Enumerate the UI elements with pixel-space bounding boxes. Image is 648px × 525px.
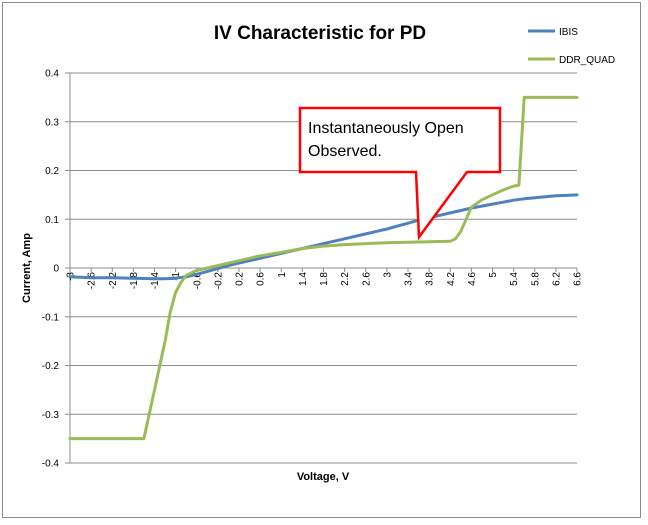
x-tick-label: 5.4 <box>509 272 520 286</box>
legend-label-ddr-quad: DDR_QUAD <box>559 55 615 66</box>
y-axis-title: Current, Amp <box>21 233 33 303</box>
x-tick-label: 2.6 <box>361 272 372 286</box>
x-tick-labels: -3 -2.6 -2.2 -1.8 -1.4 -1 -0.6 -0.2 0.2 0.6 1 1.4 1.… <box>66 268 584 289</box>
legend: IBIS DDR_QUAD <box>528 27 615 66</box>
annotation-callout-box <box>298 106 502 241</box>
y-tick-labels: -0.4 -0.3 -0.2 -0.1 0 0.1 0.2 0.3 0.4 <box>42 69 60 470</box>
x-tick-label: -0.2 <box>213 272 224 290</box>
x-tick-label: 5 <box>488 272 499 278</box>
chart-title: IV Characteristic for PD <box>214 23 426 44</box>
y-tick-label: 0.3 <box>45 117 59 128</box>
x-tick-label: -1.8 <box>129 272 140 290</box>
x-tick-label: 4.6 <box>467 272 478 286</box>
x-tick-label: -1.4 <box>150 272 161 290</box>
y-tick-label: -0.4 <box>42 459 60 470</box>
x-tick-label: 0.6 <box>256 272 267 286</box>
x-tick-label: 3 <box>382 272 393 278</box>
chart-frame <box>2 2 641 518</box>
x-tick-label: -2.6 <box>87 272 98 290</box>
y-tick-label: -0.3 <box>42 410 60 421</box>
series-line-ibis <box>68 193 579 281</box>
x-tick-label: 0.2 <box>235 272 246 286</box>
legend-label-ibis: IBIS <box>559 27 578 38</box>
plot-lines <box>68 95 579 441</box>
y-tick-label: 0.1 <box>45 215 59 226</box>
x-tick-label: -2.2 <box>108 272 119 290</box>
y-tick-label: 0 <box>53 264 59 275</box>
x-tick-label: 3.8 <box>425 272 436 286</box>
x-tick-label: 4.2 <box>446 272 457 286</box>
x-tick-label: 6.6 <box>573 272 584 286</box>
annotation-line-2: Observed. <box>308 143 382 160</box>
x-tick-label: 1 <box>277 272 288 278</box>
y-tick-label: 0.2 <box>45 166 59 177</box>
x-tick-label: 2.2 <box>340 272 351 286</box>
y-tick-label: -0.1 <box>42 312 60 323</box>
x-tick-label: 5.8 <box>530 272 541 286</box>
y-tick-label: -0.2 <box>42 361 60 372</box>
x-tick-label: -1 <box>171 272 182 281</box>
x-tick-label: 6.2 <box>551 272 562 286</box>
x-tick-label: 3.4 <box>404 272 415 286</box>
x-tick-label: -0.6 <box>192 272 203 290</box>
annotation-callout: Instantaneously Open Observed. <box>298 106 502 241</box>
x-tick-label: 1.8 <box>319 272 330 286</box>
x-tick-label: 1.4 <box>298 272 309 286</box>
x-axis-title: Voltage, V <box>297 471 350 483</box>
series-line-ddr-quad <box>68 95 579 441</box>
y-tick-label: 0.4 <box>45 69 59 80</box>
annotation-line-1: Instantaneously Open <box>308 120 464 137</box>
